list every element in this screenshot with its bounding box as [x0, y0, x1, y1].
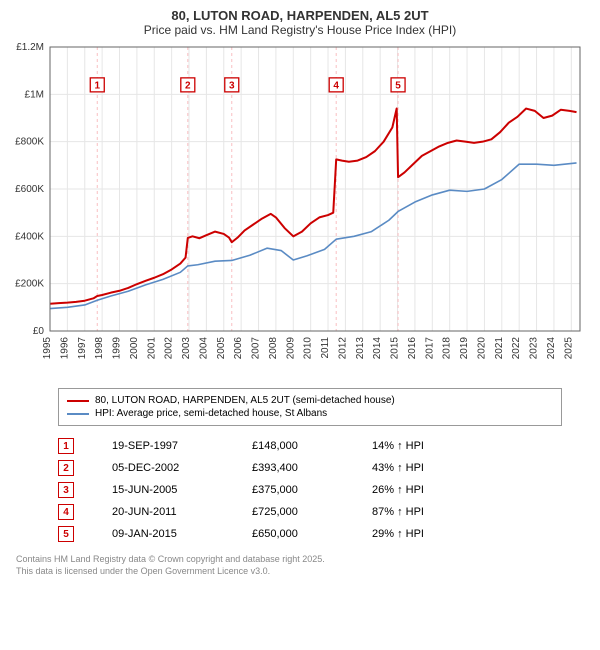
- svg-text:1996: 1996: [59, 337, 70, 360]
- chart-subtitle: Price paid vs. HM Land Registry's House …: [8, 23, 592, 37]
- legend-swatch: [67, 400, 89, 402]
- svg-text:2011: 2011: [320, 337, 331, 359]
- footer-line-1: Contains HM Land Registry data © Crown c…: [16, 554, 584, 566]
- sale-marker: 1: [58, 438, 74, 454]
- sales-row: 3 15-JUN-2005£375,00026% ↑ HPI: [58, 482, 562, 498]
- svg-text:2023: 2023: [529, 337, 540, 360]
- sale-date: 05-DEC-2002: [112, 462, 252, 474]
- chart-title: 80, LUTON ROAD, HARPENDEN, AL5 2UT: [8, 8, 592, 23]
- chart-area: £0 £200K £400K £600K £800K £1M £1.2M 1995 1996 19…: [8, 41, 592, 386]
- sale-date: 15-JUN-2005: [112, 484, 252, 496]
- sales-row: 2 05-DEC-2002£393,40043% ↑ HPI: [58, 460, 562, 476]
- sale-pct-vs-hpi: 14% ↑ HPI: [372, 440, 424, 452]
- svg-text:5: 5: [395, 80, 401, 91]
- svg-text:1997: 1997: [77, 337, 88, 360]
- svg-text:£200K: £200K: [15, 279, 44, 290]
- sale-price: £375,000: [252, 484, 372, 496]
- svg-text:2010: 2010: [303, 337, 314, 360]
- sale-pct-vs-hpi: 26% ↑ HPI: [372, 484, 424, 496]
- svg-text:2024: 2024: [546, 337, 557, 360]
- sales-table: 1 19-SEP-1997£148,00014% ↑ HPI 2 05-DEC-200…: [58, 432, 562, 548]
- sale-price: £148,000: [252, 440, 372, 452]
- svg-text:2025: 2025: [563, 337, 574, 360]
- footer-attribution: Contains HM Land Registry data © Crown c…: [8, 554, 592, 581]
- svg-text:£600K: £600K: [15, 184, 44, 195]
- svg-text:2002: 2002: [164, 337, 175, 360]
- svg-text:£800K: £800K: [15, 137, 44, 148]
- legend-row: HPI: Average price, semi-detached house,…: [67, 408, 553, 419]
- chart-container: 80, LUTON ROAD, HARPENDEN, AL5 2UT Price…: [0, 0, 600, 650]
- line-chart-svg: £0 £200K £400K £600K £800K £1M £1.2M 1995 1996 19…: [8, 41, 592, 381]
- svg-text:2019: 2019: [459, 337, 470, 360]
- sale-date: 09-JAN-2015: [112, 528, 252, 540]
- svg-text:4: 4: [333, 80, 339, 91]
- legend-label: HPI: Average price, semi-detached house,…: [95, 408, 327, 419]
- sale-price: £725,000: [252, 506, 372, 518]
- svg-text:2018: 2018: [442, 337, 453, 360]
- sale-marker: 2: [58, 460, 74, 476]
- sale-date: 19-SEP-1997: [112, 440, 252, 452]
- legend-label: 80, LUTON ROAD, HARPENDEN, AL5 2UT (semi…: [95, 395, 395, 406]
- sale-marker: 3: [58, 482, 74, 498]
- sale-date: 20-JUN-2011: [112, 506, 252, 518]
- svg-text:1999: 1999: [112, 337, 123, 360]
- svg-text:2021: 2021: [494, 337, 505, 360]
- svg-text:1: 1: [94, 80, 100, 91]
- svg-text:2020: 2020: [476, 337, 487, 360]
- svg-text:2005: 2005: [216, 337, 227, 360]
- svg-text:2008: 2008: [268, 337, 279, 360]
- sales-row: 5 09-JAN-2015£650,00029% ↑ HPI: [58, 526, 562, 542]
- svg-text:2001: 2001: [146, 337, 157, 360]
- legend-row: 80, LUTON ROAD, HARPENDEN, AL5 2UT (semi…: [67, 395, 553, 406]
- sale-marker: 5: [58, 526, 74, 542]
- svg-text:2013: 2013: [355, 337, 366, 360]
- title-block: 80, LUTON ROAD, HARPENDEN, AL5 2UT Price…: [8, 8, 592, 37]
- svg-text:1995: 1995: [42, 337, 53, 360]
- svg-text:£1M: £1M: [25, 89, 44, 100]
- svg-text:£400K: £400K: [15, 231, 44, 242]
- svg-text:2007: 2007: [251, 337, 262, 360]
- legend-swatch: [67, 413, 89, 415]
- svg-text:2009: 2009: [285, 337, 296, 360]
- svg-text:2006: 2006: [233, 337, 244, 360]
- sale-pct-vs-hpi: 87% ↑ HPI: [372, 506, 424, 518]
- svg-text:2004: 2004: [198, 337, 209, 360]
- svg-text:2022: 2022: [511, 337, 522, 360]
- svg-text:2016: 2016: [407, 337, 418, 360]
- svg-text:3: 3: [229, 80, 235, 91]
- svg-text:2000: 2000: [129, 337, 140, 360]
- sales-row: 1 19-SEP-1997£148,00014% ↑ HPI: [58, 438, 562, 454]
- svg-text:2017: 2017: [424, 337, 435, 360]
- sales-row: 4 20-JUN-2011£725,00087% ↑ HPI: [58, 504, 562, 520]
- svg-text:2014: 2014: [372, 337, 383, 360]
- svg-text:2012: 2012: [337, 337, 348, 360]
- sale-marker: 4: [58, 504, 74, 520]
- svg-text:£0: £0: [33, 326, 45, 337]
- sale-price: £393,400: [252, 462, 372, 474]
- sale-price: £650,000: [252, 528, 372, 540]
- footer-line-2: This data is licensed under the Open Gov…: [16, 566, 584, 578]
- svg-text:£1.2M: £1.2M: [16, 42, 44, 53]
- sale-pct-vs-hpi: 29% ↑ HPI: [372, 528, 424, 540]
- svg-text:2003: 2003: [181, 337, 192, 360]
- sale-pct-vs-hpi: 43% ↑ HPI: [372, 462, 424, 474]
- svg-text:2: 2: [185, 80, 191, 91]
- svg-text:2015: 2015: [390, 337, 401, 360]
- svg-text:1998: 1998: [94, 337, 105, 360]
- legend: 80, LUTON ROAD, HARPENDEN, AL5 2UT (semi…: [58, 388, 562, 426]
